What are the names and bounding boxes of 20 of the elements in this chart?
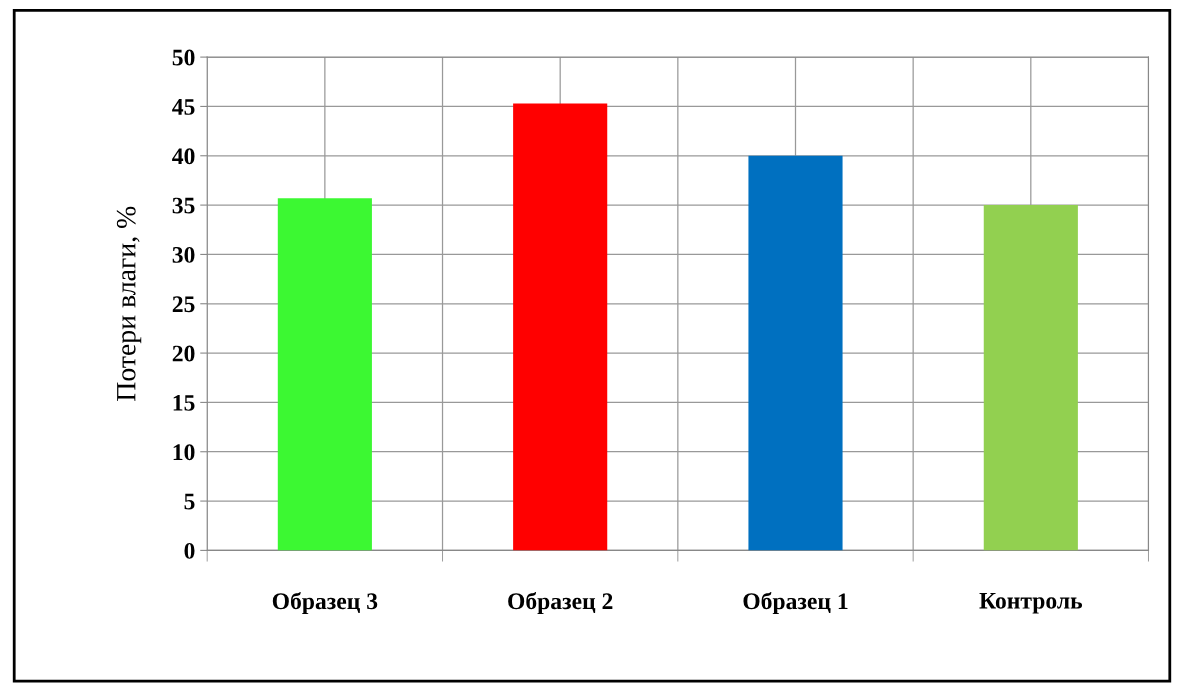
y-axis-title: Потери влаги, % [116, 206, 142, 401]
y-tick-label: 15 [173, 395, 195, 411]
bar [513, 103, 608, 551]
y-tick-label: 35 [172, 197, 195, 214]
x-tick-label: Образец 1 [743, 592, 848, 614]
y-tick-label: 5 [184, 493, 195, 510]
y-tick-label: 0 [184, 542, 195, 559]
y-tick-label: 50 [172, 49, 195, 66]
x-tick-label: Контроль [979, 592, 1083, 614]
x-tick-label: Образец 3 [272, 592, 378, 614]
y-tick-label: 10 [173, 444, 195, 461]
bar [983, 205, 1078, 551]
bar [277, 198, 372, 551]
y-tick-label: 20 [172, 345, 195, 362]
bar [748, 155, 843, 551]
y-tick-label: 30 [172, 246, 195, 263]
y-tick-label: 25 [172, 296, 195, 313]
y-tick-label: 45 [172, 99, 195, 115]
y-tick-label: 40 [172, 148, 195, 165]
x-tick-label: Образец 2 [508, 592, 613, 614]
